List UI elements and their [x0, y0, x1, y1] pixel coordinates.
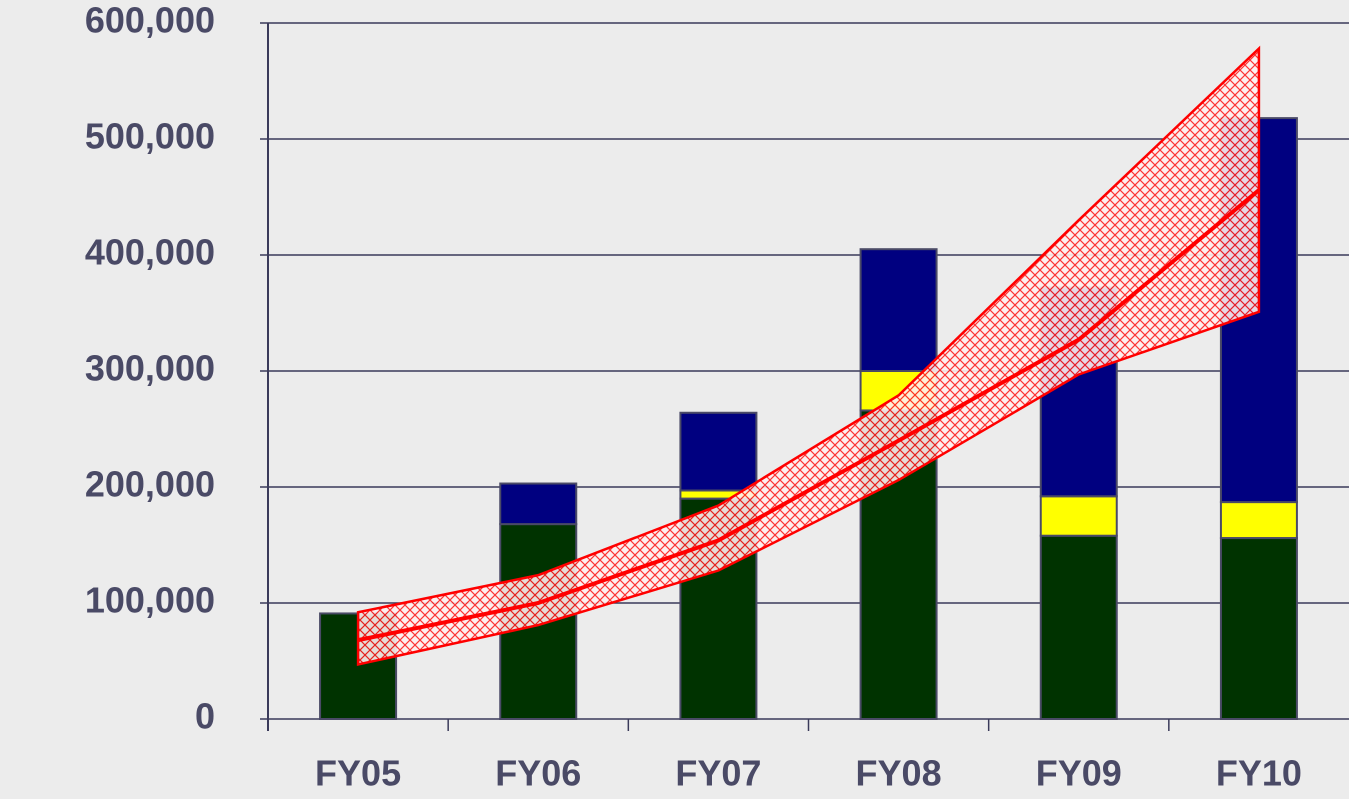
bar-segment: [679, 411, 758, 492]
x-tick-label: FY09: [1036, 753, 1122, 794]
x-tick-label: FY07: [675, 753, 761, 794]
y-tick-label: 100,000: [85, 580, 215, 621]
bar-segment: [1219, 537, 1298, 720]
x-tick-label: FY05: [315, 753, 401, 794]
x-tick-label: FY06: [495, 753, 581, 794]
trend-band: [356, 45, 1261, 667]
x-tick-label: FY10: [1216, 753, 1302, 794]
bar-segment: [1039, 495, 1118, 537]
y-tick-label: 500,000: [85, 116, 215, 157]
y-tick-label: 200,000: [85, 464, 215, 505]
bar-segment: [1039, 534, 1118, 720]
x-tick-label: FY08: [856, 753, 942, 794]
bar-segment: [499, 482, 578, 526]
y-tick-label: 300,000: [85, 348, 215, 389]
bar-segment: [859, 248, 938, 372]
trend-line: [357, 188, 1261, 643]
y-tick-label: 600,000: [85, 0, 215, 41]
y-tick-label: 0: [195, 696, 215, 737]
y-tick-label: 400,000: [85, 232, 215, 273]
bar-segment: [1219, 501, 1298, 540]
